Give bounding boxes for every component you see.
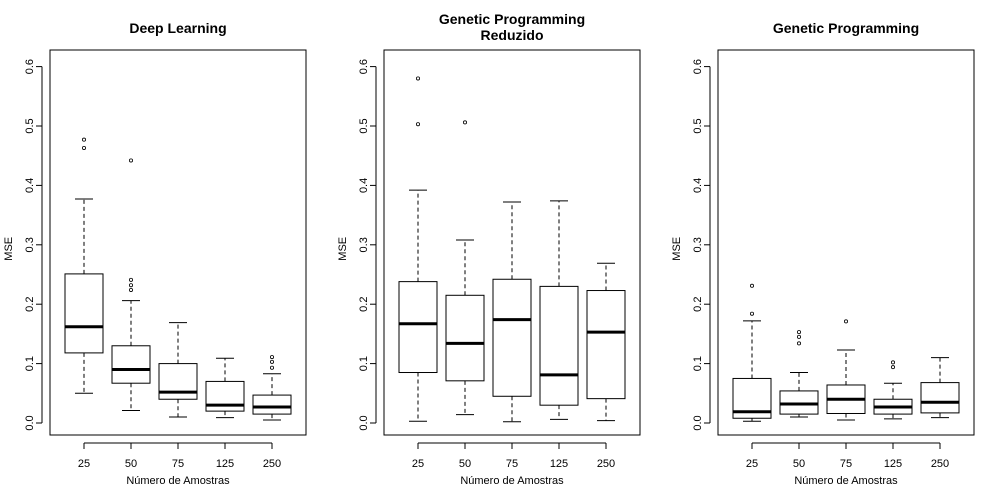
y-tick-label: 0.1 (358, 356, 370, 371)
y-tick-label: 0.0 (24, 415, 36, 430)
plot-frame (383, 49, 641, 436)
y-tick-label: 0.3 (358, 237, 370, 252)
x-axis-label: Número de Amostras (126, 475, 230, 487)
iqr-box (586, 290, 626, 400)
x-tick-label: 75 (840, 458, 852, 470)
y-tick-label: 0.6 (692, 59, 704, 74)
iqr-box (492, 278, 532, 397)
plot-frame (49, 49, 307, 436)
y-axis-label: MSE (671, 237, 683, 261)
y-tick-label: 0.1 (692, 356, 704, 371)
y-tick-label: 0.0 (358, 415, 370, 430)
y-axis-label: MSE (337, 237, 349, 261)
iqr-box (64, 273, 104, 354)
x-tick-label: 250 (931, 458, 949, 470)
outlier-point (750, 311, 755, 316)
x-axis-label: Número de Amostras (460, 475, 564, 487)
box-75 (492, 201, 532, 423)
x-tick-label: 50 (459, 458, 471, 470)
chart-title: Genetic Programming (773, 20, 919, 36)
x-tick-label: 25 (746, 458, 758, 470)
y-tick-label: 0.4 (24, 178, 36, 193)
outlier-point (891, 360, 896, 365)
iqr-box (445, 294, 485, 382)
outlier-point (269, 359, 274, 364)
box-25 (398, 76, 438, 422)
iqr-box (539, 285, 579, 406)
y-tick-label: 0.2 (358, 297, 370, 312)
box-25 (732, 283, 772, 422)
outlier-point (750, 283, 755, 288)
y-tick-label: 0.4 (692, 178, 704, 193)
x-tick-label: 75 (506, 458, 518, 470)
x-tick-label: 50 (793, 458, 805, 470)
iqr-box (158, 363, 198, 400)
box-50 (111, 158, 151, 412)
y-axis-label: MSE (3, 237, 15, 261)
panel-1: Deep Learning 0.0 0.1 0.2 0.3 0.4 0.5 0.6 MSE 25 5… (3, 20, 307, 487)
box-75 (826, 319, 866, 421)
outlier-point (82, 137, 87, 142)
box-125 (539, 200, 579, 420)
chart-title: Reduzido (481, 27, 544, 43)
x-tick-label: 125 (550, 458, 568, 470)
box-250 (920, 357, 960, 419)
y-tick-label: 0.1 (24, 356, 36, 371)
x-axis-label: Número de Amostras (794, 475, 898, 487)
y-tick-label: 0.5 (358, 118, 370, 133)
y-tick-label: 0.6 (358, 59, 370, 74)
panel-3: Genetic Programming 0.0 0.1 0.2 0.3 0.4 0.5 0.6… (671, 20, 975, 487)
chart-title: Deep Learning (129, 20, 226, 36)
outlier-point (128, 158, 133, 163)
box-125 (873, 360, 913, 420)
box-250 (252, 355, 292, 421)
x-tick-label: 250 (597, 458, 615, 470)
outlier-point (462, 120, 467, 125)
outlier-point (82, 145, 87, 150)
x-tick-label: 125 (884, 458, 902, 470)
x-tick-label: 75 (172, 458, 184, 470)
y-tick-label: 0.4 (358, 178, 370, 193)
y-tick-label: 0.0 (692, 415, 704, 430)
box-125 (205, 357, 245, 419)
outlier-point (415, 122, 420, 127)
x-tick-label: 25 (412, 458, 424, 470)
x-tick-label: 50 (125, 458, 137, 470)
outlier-point (797, 341, 802, 346)
y-tick-label: 0.3 (692, 237, 704, 252)
x-tick-label: 250 (263, 458, 281, 470)
outlier-point (128, 277, 133, 282)
y-tick-label: 0.3 (24, 237, 36, 252)
iqr-box (920, 382, 960, 414)
outlier-point (891, 365, 896, 370)
outlier-point (797, 334, 802, 339)
outlier-point (797, 330, 802, 335)
y-tick-label: 0.2 (692, 297, 704, 312)
x-tick-label: 125 (216, 458, 234, 470)
outlier-point (269, 355, 274, 360)
y-tick-label: 0.2 (24, 297, 36, 312)
outlier-point (128, 287, 133, 292)
outlier-point (844, 319, 849, 324)
y-tick-label: 0.5 (692, 118, 704, 133)
plot-frame (717, 49, 975, 436)
box-75 (158, 322, 198, 418)
y-tick-label: 0.6 (24, 59, 36, 74)
box-50 (445, 120, 485, 416)
box-25 (64, 137, 104, 394)
outlier-point (128, 283, 133, 288)
iqr-box (252, 394, 292, 415)
chart-title: Genetic Programming (439, 11, 585, 27)
box-250 (586, 262, 626, 422)
iqr-box (398, 281, 438, 374)
y-tick-label: 0.5 (24, 118, 36, 133)
box-50 (779, 330, 819, 418)
iqr-box (111, 345, 151, 384)
x-tick-label: 25 (78, 458, 90, 470)
outlier-point (269, 365, 274, 370)
outlier-point (415, 76, 420, 81)
